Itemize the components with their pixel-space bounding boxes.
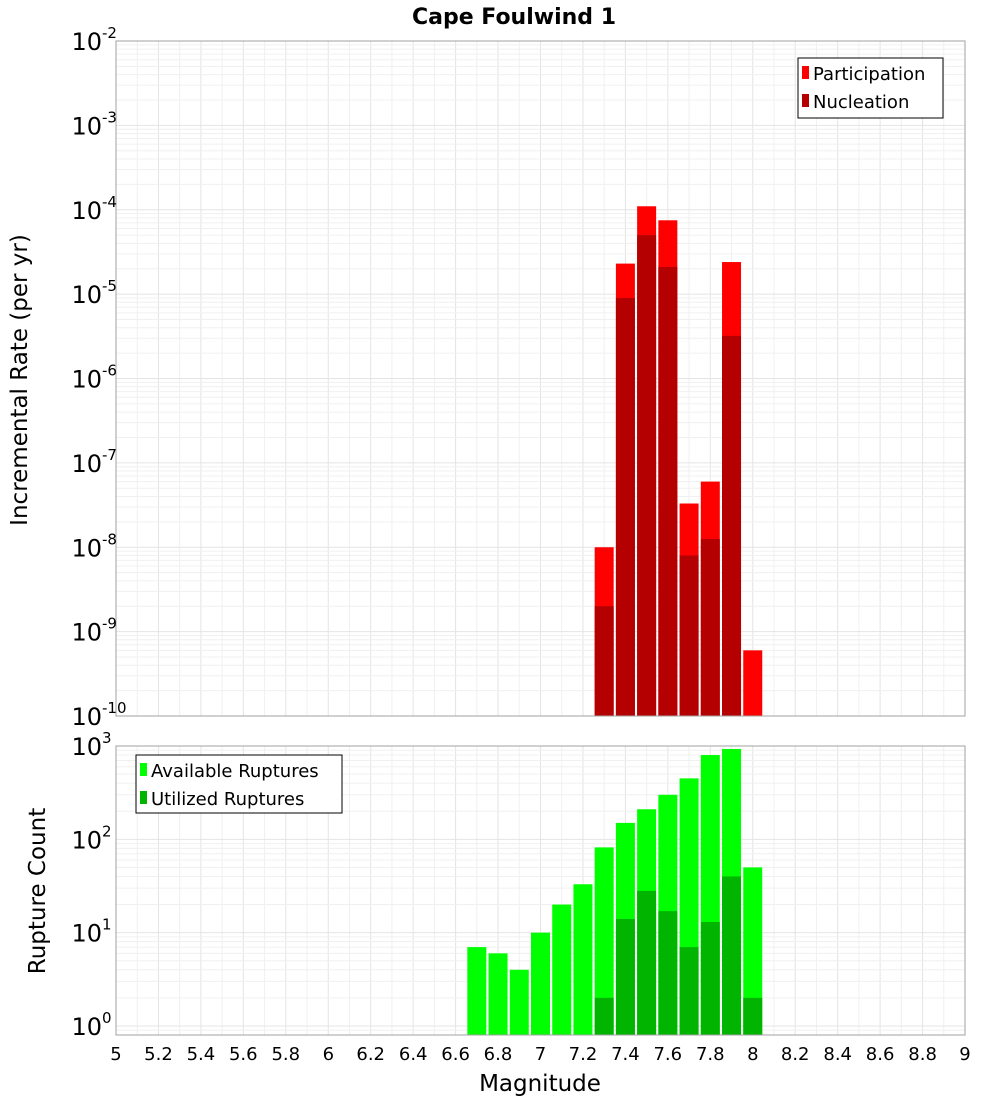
y-tick-exponent: -3 xyxy=(102,108,117,126)
x-tick-label: 6.6 xyxy=(441,1044,470,1065)
y-tick-exponent: -6 xyxy=(102,362,117,380)
y-tick-exponent: -9 xyxy=(102,615,117,633)
participation-legend-label: Participation xyxy=(813,64,925,85)
y-tick-base: 10 xyxy=(71,366,102,394)
y-tick-exponent: -5 xyxy=(102,277,117,295)
chart-title: Cape Foulwind 1 xyxy=(412,5,616,30)
x-tick-label: 5.6 xyxy=(229,1044,258,1065)
count-legend: Available Ruptures Utilized Ruptures xyxy=(135,754,343,814)
x-tick-labels: 5 5.2 5.4 5.6 5.8 6 6.2 6.4 6.6 6.8 7 7.2 7.4 7.6 7.8 8… xyxy=(110,1044,970,1065)
count-bar-utilized-ruptures xyxy=(700,922,720,1035)
x-tick-label: 7.8 xyxy=(696,1044,725,1065)
count-bar-utilized-ruptures xyxy=(743,997,763,1035)
nucleation-legend-label: Nucleation xyxy=(813,92,909,113)
count-bar-utilized-ruptures xyxy=(637,890,657,1035)
count-bars xyxy=(467,748,763,1035)
utilized-legend-swatch xyxy=(140,791,147,804)
rate-bars xyxy=(594,206,763,717)
available-legend-swatch xyxy=(140,763,147,776)
utilized-legend-label: Utilized Ruptures xyxy=(151,789,304,810)
rate-bar-nucleation xyxy=(637,235,657,716)
x-tick-label: 7.2 xyxy=(569,1044,598,1065)
y-tick-base: 10 xyxy=(71,619,102,647)
count-bar-available-ruptures xyxy=(488,953,508,1035)
y-tick-base: 10 xyxy=(71,281,102,309)
y-tick-exponent: -7 xyxy=(102,446,117,464)
rate-legend-box xyxy=(797,57,944,119)
y-tick-exponent: -4 xyxy=(102,193,117,211)
y-tick-base: 10 xyxy=(71,1013,102,1041)
x-tick-label: 7.6 xyxy=(653,1044,682,1065)
count-bar-available-ruptures xyxy=(573,884,593,1035)
y-tick-base: 10 xyxy=(71,703,102,731)
y-tick-exponent: 0 xyxy=(102,1009,112,1027)
rate-bar-participation xyxy=(743,650,763,716)
y-tick-base: 10 xyxy=(71,534,102,562)
x-tick-label: 7 xyxy=(535,1044,546,1065)
y-tick-exponent: -10 xyxy=(102,699,127,717)
count-bar-available-ruptures xyxy=(594,847,614,1035)
y-tick-base: 10 xyxy=(71,826,102,854)
y-tick-exponent: 3 xyxy=(102,729,112,747)
x-axis-label: Magnitude xyxy=(479,1071,601,1097)
x-tick-label: 8.8 xyxy=(908,1044,937,1065)
y-tick-exponent: 1 xyxy=(102,916,112,934)
rate-bar-nucleation xyxy=(722,335,742,716)
rate-plot-border xyxy=(115,40,966,717)
count-bar-utilized-ruptures xyxy=(679,947,699,1035)
rate-bar-nucleation xyxy=(594,606,614,716)
y-tick-base: 10 xyxy=(71,112,102,140)
count-plot-border xyxy=(115,745,966,1036)
y-tick-exponent: -2 xyxy=(102,24,117,42)
y-tick-base: 10 xyxy=(71,197,102,225)
count-bar-utilized-ruptures xyxy=(615,919,635,1035)
x-tick-label: 6.4 xyxy=(399,1044,428,1065)
count-bar-utilized-ruptures xyxy=(658,911,678,1035)
y-tick-base: 10 xyxy=(71,920,102,948)
x-tick-label: 6.2 xyxy=(356,1044,385,1065)
rate-panel: 10-210-310-410-510-610-710-810-910-10 In… xyxy=(7,24,966,731)
available-legend-label: Available Ruptures xyxy=(151,761,319,782)
count-bar-available-ruptures xyxy=(467,947,487,1035)
rate-legend: Participation Nucleation xyxy=(797,57,944,119)
y-tick-base: 10 xyxy=(71,28,102,56)
x-tick-label: 8.6 xyxy=(866,1044,895,1065)
count-bar-utilized-ruptures xyxy=(722,876,742,1035)
y-tick-exponent: -8 xyxy=(102,530,117,548)
x-tick-label: 6 xyxy=(323,1044,334,1065)
x-tick-label: 8.4 xyxy=(823,1044,852,1065)
y-tick-base: 10 xyxy=(71,450,102,478)
x-tick-label: 6.8 xyxy=(484,1044,513,1065)
x-tick-label: 9 xyxy=(959,1044,970,1065)
nucleation-legend-swatch xyxy=(802,94,809,107)
rate-y-axis-label: Incremental Rate (per yr) xyxy=(7,234,33,526)
rate-bar-nucleation xyxy=(679,555,699,716)
x-tick-label: 8.2 xyxy=(781,1044,810,1065)
count-bar-available-ruptures xyxy=(743,867,763,1035)
rate-y-ticks: 10-210-310-410-510-610-710-810-910-10 xyxy=(71,24,126,731)
count-y-axis-label: Rupture Count xyxy=(25,808,51,974)
count-bar-available-ruptures xyxy=(509,969,529,1035)
x-tick-label: 8 xyxy=(747,1044,758,1065)
x-tick-label: 5.2 xyxy=(144,1044,173,1065)
x-tick-label: 5.4 xyxy=(187,1044,216,1065)
y-tick-exponent: 2 xyxy=(102,822,112,840)
count-bar-available-ruptures xyxy=(552,904,572,1035)
rate-bar-nucleation xyxy=(658,266,678,716)
count-bar-utilized-ruptures xyxy=(594,997,614,1035)
count-legend-box xyxy=(135,754,343,814)
y-tick-base: 10 xyxy=(71,733,102,761)
x-tick-label: 7.4 xyxy=(611,1044,640,1065)
rate-bar-nucleation xyxy=(700,539,720,716)
x-tick-label: 5.8 xyxy=(271,1044,300,1065)
rate-gridlines xyxy=(115,40,966,717)
rate-bar-nucleation xyxy=(615,297,635,716)
count-bar-available-ruptures xyxy=(531,932,550,1035)
x-tick-label: 5 xyxy=(110,1044,121,1065)
participation-legend-swatch xyxy=(802,66,809,79)
